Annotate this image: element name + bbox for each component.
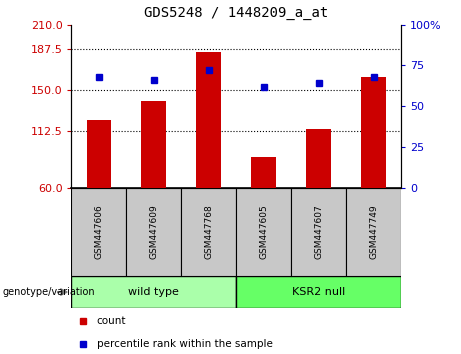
Text: count: count [97,316,126,326]
Bar [196,52,221,188]
Text: percentile rank within the sample: percentile rank within the sample [97,339,273,349]
Bar [346,188,401,276]
Text: GSM447768: GSM447768 [204,205,213,259]
Bar [236,188,291,276]
Bar [71,276,236,308]
Title: GDS5248 / 1448209_a_at: GDS5248 / 1448209_a_at [144,6,328,19]
Text: GSM447606: GSM447606 [95,205,103,259]
Bar [291,188,346,276]
Bar [306,129,331,188]
Bar [87,120,111,188]
Bar [71,188,126,276]
Bar [126,188,181,276]
Text: GSM447607: GSM447607 [314,205,323,259]
Bar [236,276,401,308]
Text: KSR2 null: KSR2 null [292,287,345,297]
Text: GSM447609: GSM447609 [149,205,159,259]
Text: genotype/variation: genotype/variation [2,287,95,297]
Bar [142,101,166,188]
Text: GSM447605: GSM447605 [259,205,268,259]
Bar [181,188,236,276]
Text: wild type: wild type [129,287,179,297]
Bar [251,157,276,188]
Text: GSM447749: GSM447749 [369,205,378,259]
Bar [361,77,386,188]
